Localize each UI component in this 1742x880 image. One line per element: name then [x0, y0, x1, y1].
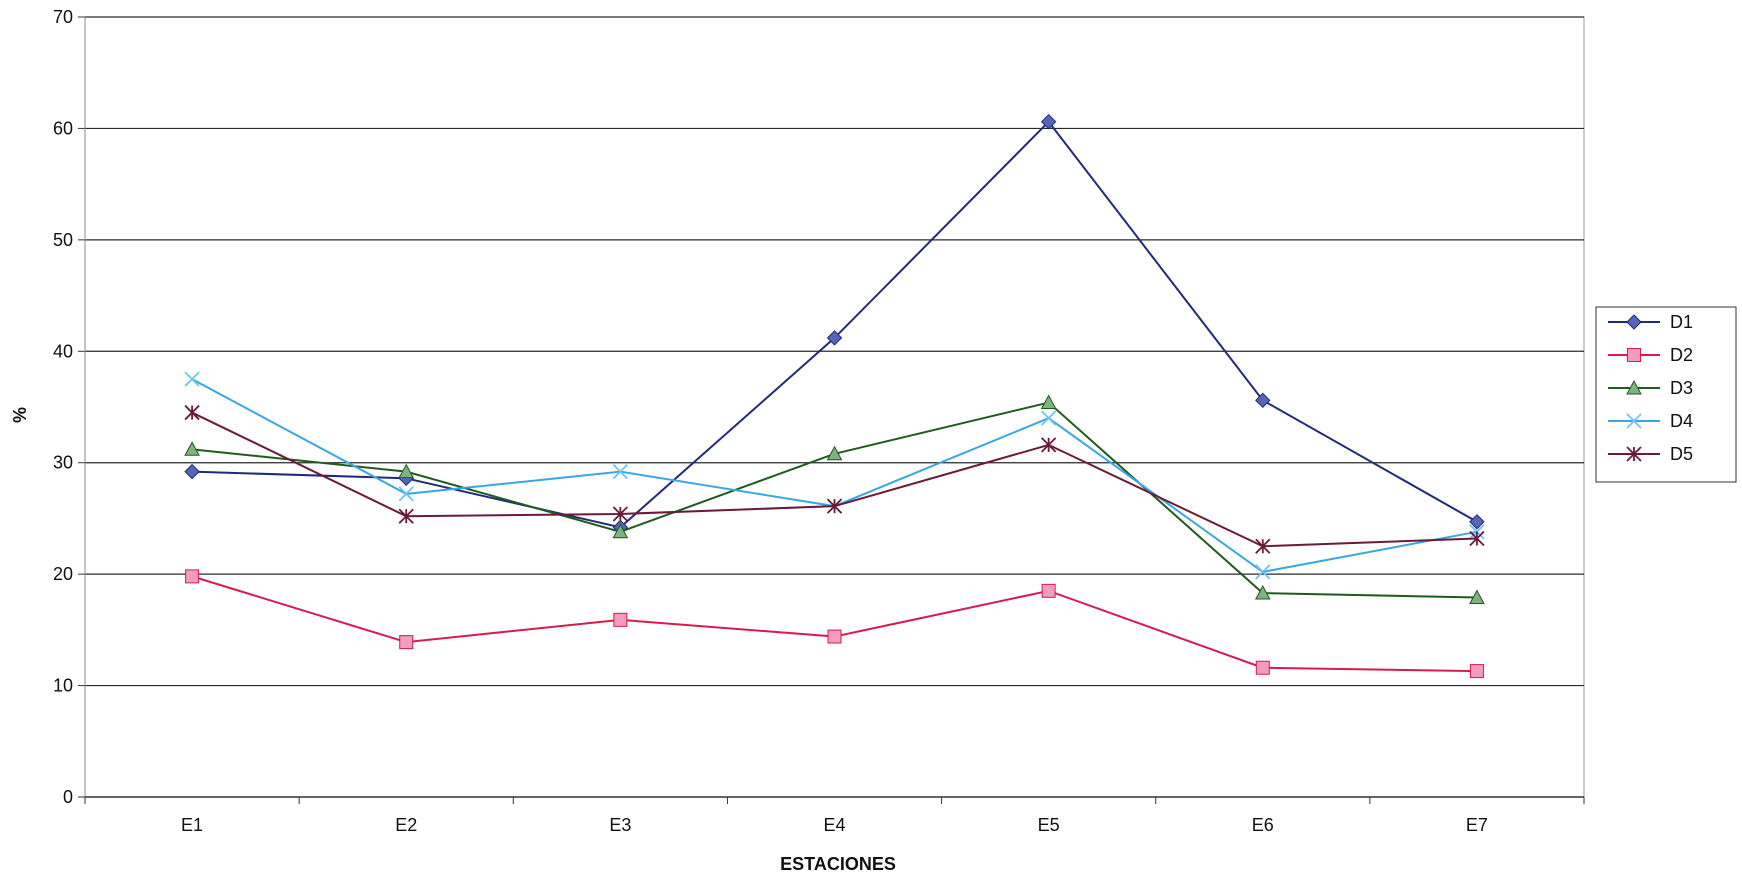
legend-marker-d4 — [1626, 413, 1642, 429]
point-d2-e4 — [827, 629, 842, 644]
x-tick-label-E1: E1 — [181, 815, 203, 835]
y-tick-label-50: 50 — [53, 230, 73, 250]
point-d4-e2 — [398, 486, 414, 502]
point-d4-e6 — [1255, 564, 1271, 580]
x-tick-label-E6: E6 — [1252, 815, 1274, 835]
x-tick-label-E4: E4 — [823, 815, 845, 835]
point-d3-e3 — [612, 523, 629, 539]
point-d4-e1-stroke-b — [184, 371, 200, 387]
point-d3-e1 — [184, 441, 200, 456]
legend-marker-d3 — [1626, 379, 1642, 395]
series-line-d1 — [192, 120, 1478, 529]
point-d1-e7 — [1469, 514, 1485, 530]
legend: D1 D2 D3 D4 D5 — [1595, 306, 1737, 483]
point-d1-e5 — [1040, 114, 1057, 130]
point-d1-e6 — [1255, 392, 1271, 409]
point-d2-e5 — [1041, 583, 1056, 598]
point-d3-e5 — [1040, 394, 1057, 409]
point-d5-e7 — [1469, 530, 1485, 547]
point-d5-e4 — [826, 498, 843, 514]
legend-label-d4: D4 — [1670, 411, 1693, 431]
legend-marker-d5 — [1626, 446, 1642, 462]
legend-label-d5: D5 — [1670, 444, 1693, 464]
legend-item-d4: D4 — [1608, 411, 1693, 431]
point-d5-e6 — [1255, 538, 1271, 554]
point-d1-e1 — [184, 463, 200, 480]
point-d2-e6 — [1255, 660, 1270, 675]
point-d3-e7 — [1469, 589, 1485, 604]
point-d4-e3-stroke-b — [612, 463, 628, 480]
point-d2-e7 — [1469, 664, 1484, 679]
y-tick-label-40: 40 — [53, 341, 73, 361]
point-d5-e2 — [398, 508, 414, 524]
series-line-d4 — [191, 378, 1478, 573]
point-d5-e3 — [612, 506, 628, 522]
legend-item-d2: D2 — [1608, 345, 1693, 365]
series-d2 — [185, 569, 1484, 679]
legend-label-d1: D1 — [1670, 312, 1693, 332]
point-d2-e1 — [185, 569, 200, 584]
y-tick-label-10: 10 — [53, 676, 73, 696]
point-d4-e2-stroke-b — [398, 486, 414, 502]
y-tick-label-60: 60 — [53, 118, 73, 138]
point-d4-e1 — [184, 371, 200, 387]
series-d5 — [184, 404, 1485, 554]
x-axis-title: ESTACIONES — [780, 854, 896, 874]
point-d3-e4 — [826, 445, 843, 461]
legend-label-d3: D3 — [1670, 378, 1693, 398]
point-d4-e5-stroke-b — [1041, 410, 1057, 426]
gridlines — [85, 16, 1584, 687]
point-d5-e5 — [1041, 437, 1057, 453]
legend-marker-d1 — [1626, 314, 1642, 330]
plot-area-border — [84, 16, 1585, 798]
legend-item-d1: D1 — [1608, 312, 1693, 332]
x-tick-label-E3: E3 — [609, 815, 631, 835]
x-tick-label-E7: E7 — [1466, 815, 1488, 835]
series-lines — [184, 114, 1485, 679]
legend-label-d2: D2 — [1670, 345, 1693, 365]
legend-item-d3: D3 — [1608, 378, 1693, 398]
point-d4-e5 — [1041, 410, 1057, 426]
series-d4 — [184, 371, 1485, 580]
point-d4-e3 — [612, 463, 628, 480]
point-d1-e4 — [826, 330, 843, 346]
series-d3 — [184, 394, 1485, 604]
y-tick-label-20: 20 — [53, 564, 73, 584]
series-line-d5 — [191, 411, 1477, 548]
x-tick-label-E2: E2 — [395, 815, 417, 835]
legend-box — [1595, 306, 1737, 483]
legend-marker-d4-stroke-b — [1626, 413, 1642, 429]
legend-marker-d2 — [1627, 348, 1641, 362]
series-line-d2 — [191, 575, 1477, 673]
axes: 0 10 20 30 40 50 60 70 E1 E2 E3 E4 E5 E6 E7 — [53, 7, 1585, 835]
legend-item-d5: D5 — [1608, 444, 1693, 464]
y-tick-label-30: 30 — [53, 453, 73, 473]
series-d1 — [184, 114, 1485, 536]
point-d3-e6 — [1254, 585, 1271, 600]
y-tick-label-70: 70 — [53, 7, 73, 27]
point-d3-e2 — [398, 463, 415, 479]
point-d5-e1 — [184, 404, 200, 421]
point-d2-e2 — [399, 635, 414, 650]
point-d4-e6-stroke-b — [1255, 564, 1271, 580]
point-d2-e3 — [613, 612, 628, 627]
y-axis-title: % — [10, 407, 30, 423]
y-tick-label-0: 0 — [63, 787, 73, 807]
x-tick-label-E5: E5 — [1038, 815, 1060, 835]
